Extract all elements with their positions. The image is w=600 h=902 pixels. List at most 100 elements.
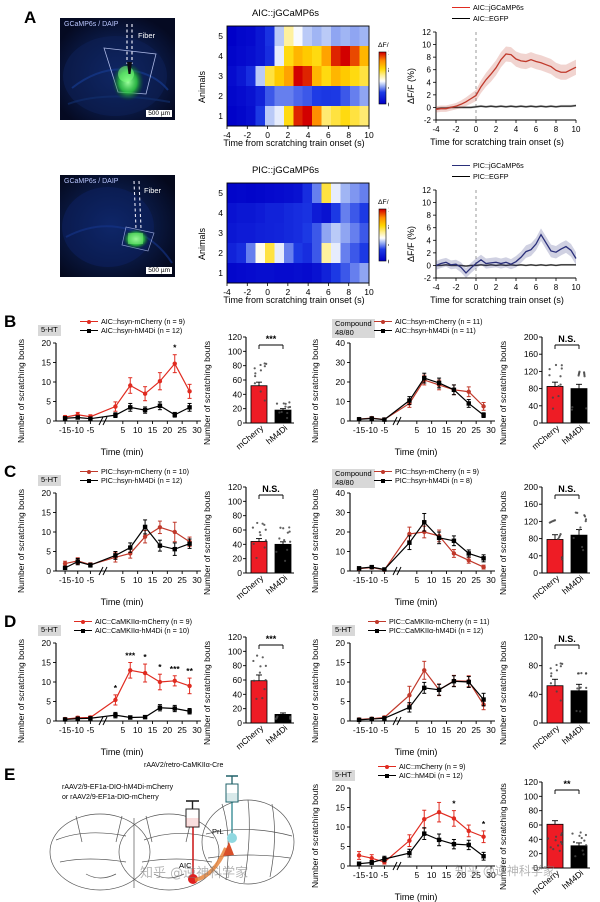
svg-text:0: 0: [474, 283, 479, 291]
svg-text:30: 30: [192, 425, 202, 435]
legend-line: [80, 329, 98, 334]
svg-text:80: 80: [529, 534, 539, 544]
barchart-c-left: Number of scratching bouts 120 100 80 60 40 20…: [202, 465, 302, 610]
svg-text:-15: -15: [59, 575, 72, 585]
svg-text:5: 5: [120, 575, 125, 585]
svg-text:6: 6: [427, 224, 432, 233]
svg-text:1: 1: [218, 111, 223, 121]
svg-text:25: 25: [177, 425, 187, 435]
svg-text:hM4Di: hM4Di: [560, 868, 585, 892]
chart-legend: PIC::hsyn-mCherry (n = 9) PIC::hsyn-hM4Di…: [374, 467, 479, 485]
region-label-prl: PrL: [212, 827, 224, 836]
svg-text:-4: -4: [432, 283, 440, 291]
syringe-prl: [225, 775, 239, 803]
svg-text:8: 8: [427, 53, 432, 62]
svg-text:25: 25: [471, 575, 481, 585]
svg-text:25: 25: [471, 425, 481, 435]
svg-text:100: 100: [228, 346, 242, 356]
svg-text:4: 4: [388, 83, 389, 92]
svg-text:0: 0: [237, 418, 242, 428]
svg-text:12: 12: [388, 48, 389, 57]
barchart-b-right: Number of scratching bouts 200 160 120 80 40 0…: [498, 315, 598, 460]
svg-text:***: ***: [266, 334, 277, 344]
svg-text:***: ***: [266, 634, 277, 644]
chart-ylabel: Number of scratching bouts: [310, 339, 320, 443]
svg-text:60: 60: [233, 375, 243, 385]
svg-text:-5: -5: [381, 425, 389, 435]
svg-text:0: 0: [340, 416, 345, 426]
svg-text:160: 160: [524, 349, 538, 359]
svg-text:120: 120: [524, 632, 538, 642]
svg-text:40: 40: [529, 689, 539, 699]
svg-text:-5: -5: [381, 725, 389, 735]
timecourse-d-right: Number of scratching bouts 5-HT PIC::CaMKI…: [310, 615, 504, 760]
svg-text:10: 10: [427, 575, 437, 585]
svg-text:20: 20: [233, 704, 243, 714]
svg-text:10: 10: [427, 870, 437, 880]
legend-item: AIC::hsyn-mCherry (n = 9): [80, 318, 185, 326]
svg-text:60: 60: [233, 525, 243, 535]
legend-marker: [381, 329, 385, 334]
legend-marker: [81, 629, 85, 634]
svg-text:2: 2: [285, 287, 290, 296]
svg-text:-10: -10: [366, 725, 379, 735]
chart-xlabel: Time (min): [394, 447, 438, 457]
legend-line: [374, 479, 392, 484]
region-label-aic: AIC: [179, 861, 192, 870]
svg-text:hM4Di: hM4Di: [264, 723, 289, 747]
heatmap-canvas-aic: 5 4 3 2 1-4 -2 0 2 4 6 8 10 ΔF/F (%)12 8 4 0: [218, 25, 389, 139]
legend-marker: [385, 774, 389, 779]
svg-text:80: 80: [233, 661, 243, 671]
barchart-d-left: Number of scratching bouts 120 100 80 60 40 20…: [202, 615, 302, 760]
legend-label-egfp: AIC::EGFP: [473, 13, 509, 23]
svg-text:5: 5: [120, 425, 125, 435]
svg-text:10: 10: [572, 125, 581, 133]
svg-text:2: 2: [285, 130, 290, 139]
svg-text:-10: -10: [72, 425, 85, 435]
legend-item: PIC::hsyn-hM4Di (n = 12): [80, 477, 189, 485]
panel-letter-a: A: [24, 8, 37, 27]
svg-text:120: 120: [524, 777, 538, 787]
svg-text:0: 0: [427, 261, 432, 270]
legend-line-egfp: [452, 18, 470, 20]
svg-text:15: 15: [336, 658, 346, 668]
syringe-aic: [185, 800, 200, 828]
svg-text:*: *: [114, 683, 118, 693]
svg-text:80: 80: [529, 661, 539, 671]
svg-text:0: 0: [265, 287, 270, 296]
chart-legend: PIC::CaMKIIα-mCherry (n = 11) PIC::CaMKII…: [368, 617, 489, 635]
virus-label-aic-line1: rAAV2/9-EF1a-DIO-hM4Di-mCherry: [62, 784, 174, 791]
svg-text:-2: -2: [244, 287, 252, 296]
legend-label: PIC::CaMKIIα-mCherry (n = 11): [389, 617, 490, 626]
svg-text:30: 30: [486, 425, 496, 435]
svg-text:60: 60: [529, 820, 539, 830]
svg-text:20: 20: [336, 527, 346, 537]
timecourse-canvas: 0 10 20 30 40 -15 -10 -5 5 10 15 20 25 30: [336, 488, 496, 585]
svg-text:5: 5: [414, 870, 419, 880]
svg-text:-5: -5: [87, 425, 95, 435]
svg-text:5: 5: [218, 188, 223, 198]
watermark-secondary: 知乎 @逆神科学家: [455, 864, 555, 878]
svg-text:40: 40: [336, 488, 346, 498]
legend-line: [374, 329, 392, 334]
svg-text:40: 40: [233, 539, 243, 549]
svg-text:0: 0: [427, 103, 432, 112]
svg-text:6: 6: [427, 66, 432, 75]
svg-text:0: 0: [265, 130, 270, 139]
chart-legend: AIC::hsyn-mCherry (n = 9) AIC::hsyn-hM4Di…: [80, 317, 185, 335]
svg-text:10: 10: [133, 575, 143, 585]
legend-label: PIC::hsyn-mCherry (n = 10): [101, 467, 190, 476]
svg-text:12: 12: [422, 186, 431, 195]
svg-text:30: 30: [486, 725, 496, 735]
chart-legend: AIC::CaMKIIα-mCherry (n = 9) AIC::CaMKIIα…: [74, 617, 192, 635]
svg-text:25: 25: [177, 725, 187, 735]
legend-label-jgcamp: AIC::jGCaMP6s: [473, 3, 524, 12]
legend-label: AIC::mCherry (n = 9): [399, 762, 466, 771]
histology-channel-label: GCaMP6s / DAIP: [64, 178, 119, 185]
heatmap-title-pic: PIC::jGCaMP6s: [251, 165, 320, 176]
svg-text:hM4Di: hM4Di: [264, 573, 289, 597]
svg-text:20: 20: [42, 488, 52, 498]
svg-text:-15: -15: [59, 725, 72, 735]
svg-text:*: *: [482, 819, 486, 829]
